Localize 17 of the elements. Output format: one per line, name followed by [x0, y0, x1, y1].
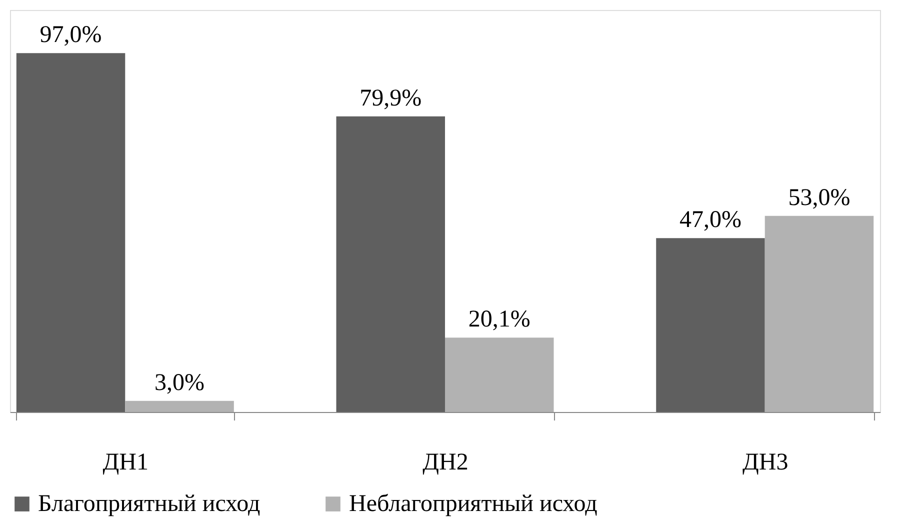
bar: [445, 338, 554, 412]
legend-label: Благоприятный исход: [38, 491, 260, 517]
data-label: 79,9%: [360, 85, 422, 112]
data-label: 47,0%: [679, 207, 742, 234]
bar: [16, 53, 126, 412]
legend-label: Неблагоприятный исход: [349, 491, 598, 517]
data-label: 20,1%: [468, 306, 530, 333]
bar: [125, 400, 234, 412]
bar: [656, 238, 765, 412]
data-label: 53,0%: [788, 184, 850, 211]
bar: [764, 216, 874, 412]
data-label: 3,0%: [154, 370, 205, 396]
bar: [336, 116, 445, 412]
x-tick-label: ДН2: [422, 450, 468, 476]
data-label: 97,0%: [40, 22, 102, 48]
x-tick-label: ДН1: [102, 450, 148, 476]
x-tick-label: ДН3: [742, 450, 788, 476]
